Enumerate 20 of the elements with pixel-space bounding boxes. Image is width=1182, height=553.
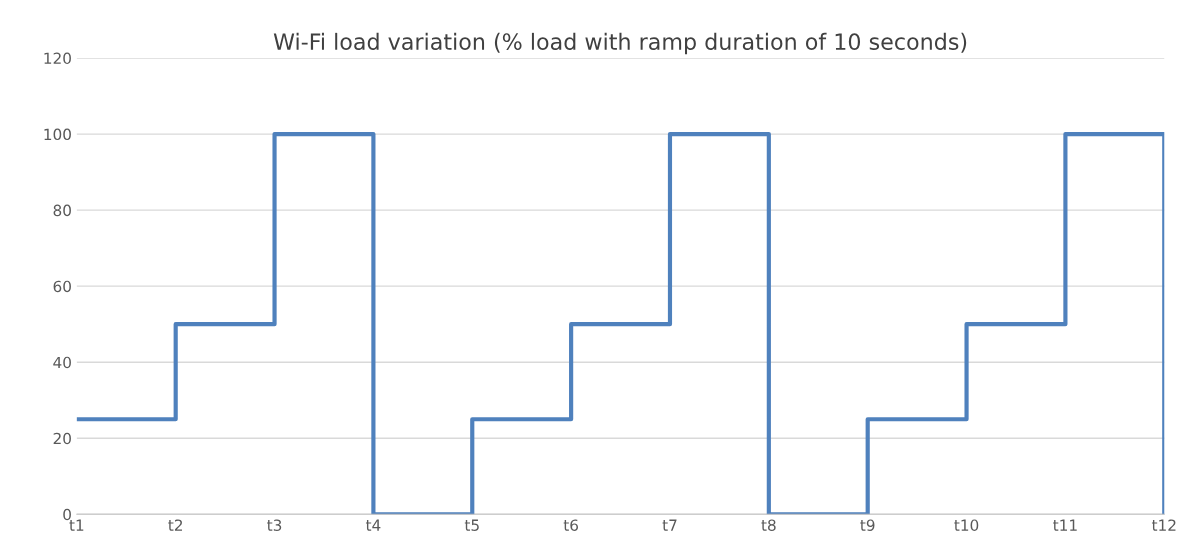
x-tick-label: t12: [1151, 519, 1176, 531]
x-tick-label: t3: [267, 519, 282, 531]
x-tick-label: t7: [662, 519, 677, 531]
y-tick-label: 40: [53, 356, 71, 369]
x-tick-label: t5: [464, 519, 479, 531]
x-tick-label: t11: [1053, 519, 1077, 531]
x-tick-label: t8: [761, 519, 776, 531]
x-tick-label: t10: [954, 519, 979, 531]
y-tick-label: 0: [63, 508, 71, 521]
x-tick-label: t1: [69, 519, 84, 531]
y-tick-label: 20: [53, 432, 71, 445]
y-tick-label: 80: [53, 204, 71, 217]
y-tick-label: 120: [44, 52, 71, 65]
y-tick-label: 100: [44, 128, 71, 141]
x-tick-label: t4: [365, 519, 381, 531]
y-tick-label: 60: [53, 280, 71, 293]
x-tick-label: t2: [168, 519, 183, 531]
x-tick-label: t6: [563, 519, 579, 531]
x-tick-label: t9: [860, 519, 875, 531]
chart-title: Wi-Fi load variation (% load with ramp duration of 10 seconds): [273, 32, 967, 55]
